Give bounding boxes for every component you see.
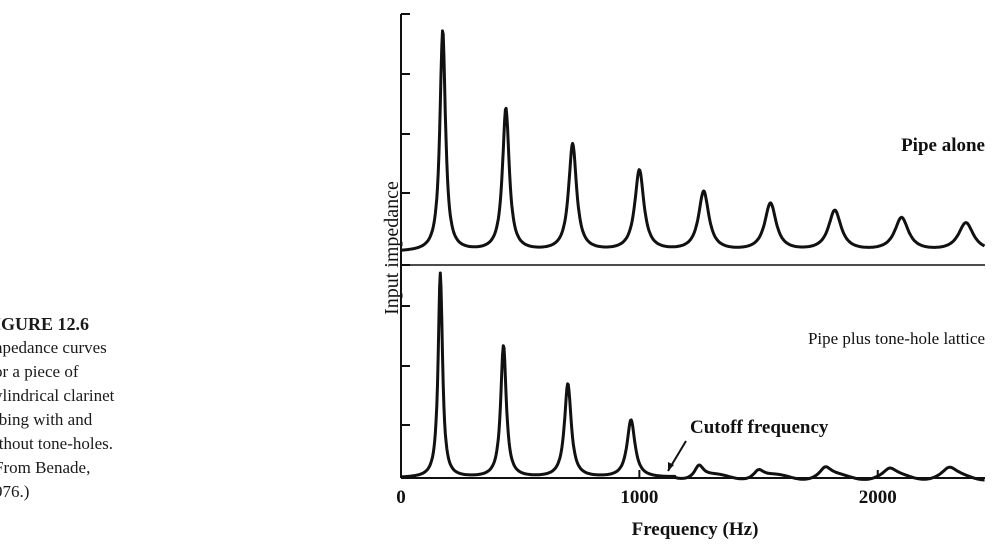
panel-label-tone-hole: Pipe plus tone-hole lattice	[808, 329, 985, 348]
y-ticks	[401, 13, 410, 426]
x-tick-label: 0	[396, 487, 406, 508]
figure-caption: IGURE 12.6 npedance curves or a piece of…	[0, 312, 194, 504]
chart-labels: Input impedance Frequency (Hz) Pipe alon…	[381, 135, 985, 540]
caption-line: 976.)	[0, 482, 30, 501]
x-tick-label: 2000	[859, 487, 897, 508]
caption-line: ithout tone-holes.	[0, 434, 113, 453]
series-line-pipe-alone	[400, 29, 986, 252]
caption-line: From Benade,	[0, 458, 91, 477]
caption-line: ıbing with and	[0, 410, 93, 429]
curves	[400, 29, 986, 482]
cutoff-annotation: Cutoff frequency	[690, 417, 829, 438]
caption-line: ylindrical clarinet	[0, 386, 115, 405]
axes: 0 1000 2000	[396, 13, 985, 508]
panel-label-pipe-alone: Pipe alone	[901, 135, 985, 156]
caption-line: or a piece of	[0, 362, 79, 381]
y-axis-label: Input impedance	[381, 181, 403, 315]
series-line-tone-hole-lattice	[400, 271, 986, 482]
cutoff-arrowhead	[668, 462, 674, 471]
caption-line: npedance curves	[0, 338, 107, 357]
x-tick-label: 1000	[620, 487, 658, 508]
x-axis-label: Frequency (Hz)	[632, 519, 759, 540]
caption-title: IGURE 12.6	[0, 314, 90, 334]
